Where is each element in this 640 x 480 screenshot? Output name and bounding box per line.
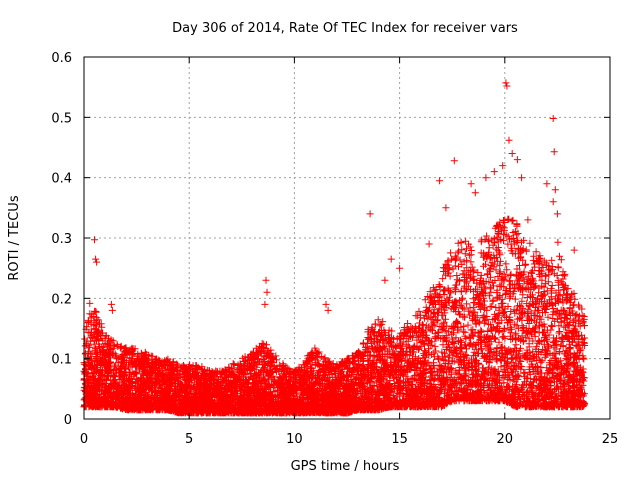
roti-data-markers [80, 79, 589, 417]
y-tick-label: 0.5 [51, 111, 72, 126]
x-tick-label: 25 [602, 432, 619, 447]
x-tick-label: 10 [286, 432, 303, 447]
chart-title: Day 306 of 2014, Rate Of TEC Index for r… [172, 21, 518, 36]
x-tick-labels: 0 5 10 15 20 25 [80, 432, 618, 447]
y-tick-label: 0 [64, 413, 72, 428]
x-tick-label: 5 [185, 432, 193, 447]
y-tick-label: 0.3 [51, 232, 72, 247]
x-axis-label: GPS time / hours [291, 459, 400, 474]
y-axis-label: ROTI / TECUs [7, 195, 22, 280]
data-points [80, 79, 589, 417]
y-tick-label: 0.1 [51, 353, 72, 368]
y-tick-label: 0.2 [51, 292, 72, 307]
y-tick-label: 0.6 [51, 51, 72, 66]
x-tick-label: 15 [391, 432, 408, 447]
x-tick-label: 20 [497, 432, 514, 447]
y-tick-label: 0.4 [51, 172, 72, 187]
x-tick-label: 0 [80, 432, 88, 447]
axis-ticks [83, 56, 611, 420]
y-tick-labels: 0 0.1 0.2 0.3 0.4 0.5 0.6 [51, 51, 72, 428]
